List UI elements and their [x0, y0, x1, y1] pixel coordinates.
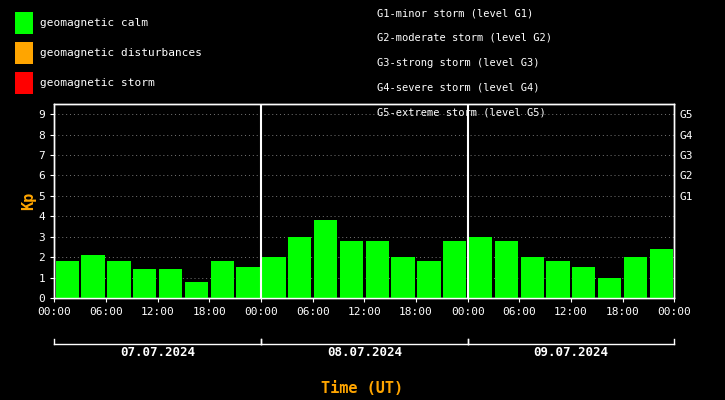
- Bar: [314, 220, 337, 298]
- Bar: [650, 249, 673, 298]
- Text: G4-severe storm (level G4): G4-severe storm (level G4): [377, 82, 539, 92]
- Text: 07.07.2024: 07.07.2024: [120, 346, 195, 359]
- Bar: [624, 257, 647, 298]
- Bar: [81, 255, 104, 298]
- Text: 09.07.2024: 09.07.2024: [534, 346, 608, 359]
- Bar: [236, 267, 260, 298]
- Bar: [547, 261, 570, 298]
- Text: G5-extreme storm (level G5): G5-extreme storm (level G5): [377, 107, 546, 117]
- Bar: [572, 267, 595, 298]
- Text: G1-minor storm (level G1): G1-minor storm (level G1): [377, 8, 534, 18]
- Text: Time (UT): Time (UT): [321, 381, 404, 396]
- Bar: [494, 241, 518, 298]
- Text: G3-strong storm (level G3): G3-strong storm (level G3): [377, 58, 539, 68]
- Text: 08.07.2024: 08.07.2024: [327, 346, 402, 359]
- Bar: [392, 257, 415, 298]
- Bar: [598, 278, 621, 298]
- Bar: [159, 270, 182, 298]
- Y-axis label: Kp: Kp: [21, 192, 36, 210]
- Bar: [262, 257, 286, 298]
- Bar: [133, 270, 157, 298]
- Bar: [288, 237, 311, 298]
- Bar: [365, 241, 389, 298]
- Bar: [469, 237, 492, 298]
- Bar: [340, 241, 363, 298]
- Bar: [211, 261, 234, 298]
- Bar: [56, 261, 79, 298]
- Bar: [521, 257, 544, 298]
- Bar: [185, 282, 208, 298]
- Text: geomagnetic storm: geomagnetic storm: [40, 78, 154, 88]
- Text: G2-moderate storm (level G2): G2-moderate storm (level G2): [377, 33, 552, 43]
- Text: geomagnetic calm: geomagnetic calm: [40, 18, 148, 28]
- Bar: [443, 241, 466, 298]
- Bar: [418, 261, 441, 298]
- Text: geomagnetic disturbances: geomagnetic disturbances: [40, 48, 202, 58]
- Bar: [107, 261, 130, 298]
